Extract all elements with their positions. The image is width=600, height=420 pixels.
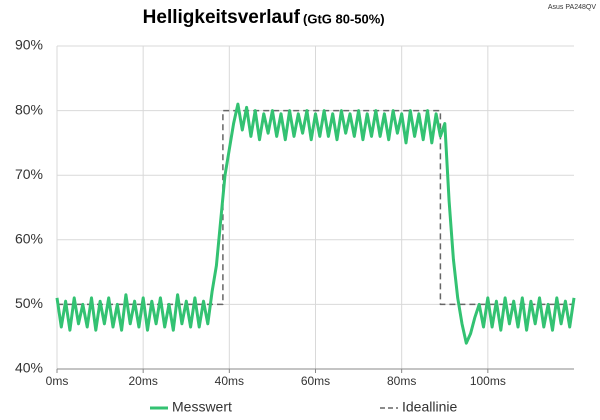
series-line (57, 109, 574, 306)
series-line (55, 102, 576, 345)
x-tick-label: 40ms (215, 374, 244, 388)
y-tick-label: 60% (15, 231, 43, 247)
chart-title: Helligkeitsverlauf (143, 7, 301, 28)
y-tick-label: 90% (15, 37, 43, 53)
x-tick-label: 20ms (128, 374, 157, 388)
x-tick-label: 100ms (470, 374, 506, 388)
y-tick-label: 40% (15, 360, 43, 376)
y-tick-label: 80% (15, 101, 43, 117)
legend-label: Ideallinie (402, 399, 457, 415)
annotation: Asus PA248QV (548, 4, 596, 11)
y-tick-label: 50% (15, 295, 43, 311)
chart-subtitle: (GtG 80-50%) (303, 11, 385, 26)
x-tick-label: 60ms (301, 374, 330, 388)
x-tick-label: 80ms (387, 374, 416, 388)
legend-label: Messwert (172, 399, 232, 415)
y-tick-label: 70% (15, 166, 43, 182)
x-tick-label: 0ms (46, 374, 69, 388)
